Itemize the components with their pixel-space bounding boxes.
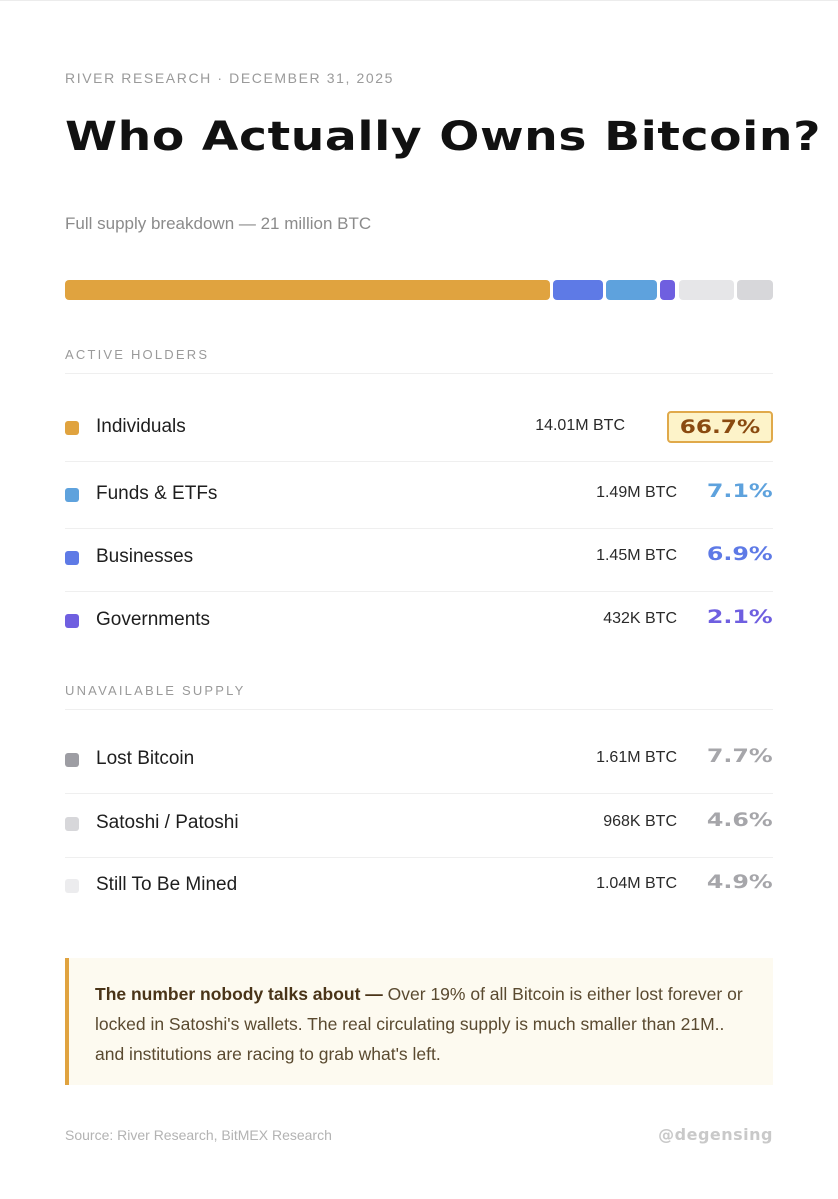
color-swatch xyxy=(65,421,79,435)
top-divider xyxy=(0,0,838,1)
row-divider xyxy=(65,793,773,794)
holder-label: Still To Be Mined xyxy=(96,874,238,895)
row-divider xyxy=(65,857,773,858)
row-divider xyxy=(65,591,773,592)
supply-bar-segment xyxy=(552,280,603,300)
holder-amount: 1.04M BTC xyxy=(596,875,677,892)
holder-percent: 4.6% xyxy=(707,809,773,831)
holder-label: Funds & ETFs xyxy=(96,483,218,504)
holder-label: Satoshi / Patoshi xyxy=(96,812,239,833)
supply-bar-segment xyxy=(605,280,658,300)
list-item: Still To Be Mined 1.04M BTC 4.9% xyxy=(65,856,773,916)
list-item: Individuals 14.01M BTC 66.7% xyxy=(65,398,773,458)
author-handle: @degensing xyxy=(658,1125,773,1144)
holder-percent: 4.9% xyxy=(707,871,773,893)
list-item: Businesses 1.45M BTC 6.9% xyxy=(65,528,773,588)
section-divider-active xyxy=(65,373,773,374)
section-divider-unavailable xyxy=(65,709,773,710)
holder-label: Lost Bitcoin xyxy=(96,748,195,769)
holder-percent: 7.1% xyxy=(707,480,773,502)
holder-label: Businesses xyxy=(96,546,194,567)
holder-label: Governments xyxy=(96,609,211,630)
list-item: Satoshi / Patoshi 968K BTC 4.6% xyxy=(65,794,773,854)
supply-bar-segment xyxy=(660,280,676,300)
page-title: Who Actually Owns Bitcoin? xyxy=(65,114,822,160)
supply-bar-segment xyxy=(737,280,773,300)
callout-body: Over 19% of all Bitcoin is either lost f… xyxy=(95,984,743,1064)
holder-amount: 432K BTC xyxy=(603,610,677,627)
color-swatch xyxy=(65,614,79,628)
row-divider xyxy=(65,528,773,529)
holder-percent: 6.9% xyxy=(707,543,773,565)
section-label-unavailable: UNAVAILABLE SUPPLY xyxy=(65,683,246,698)
row-divider xyxy=(65,461,773,462)
source-note: Source: River Research, BitMEX Research xyxy=(65,1127,332,1143)
holder-amount: 14.01M BTC xyxy=(535,417,625,434)
supply-stacked-bar xyxy=(65,280,773,300)
callout-lead: The number nobody talks about — xyxy=(95,984,383,1004)
page-subtitle: Full supply breakdown — 21 million BTC xyxy=(65,214,372,233)
holder-percent: 66.7% xyxy=(667,411,773,443)
supply-bar-segment xyxy=(65,280,550,300)
list-item: Funds & ETFs 1.49M BTC 7.1% xyxy=(65,465,773,525)
color-swatch xyxy=(65,879,79,893)
callout-box: The number nobody talks about — Over 19%… xyxy=(65,958,773,1085)
color-swatch xyxy=(65,551,79,565)
holder-amount: 1.61M BTC xyxy=(596,749,677,766)
section-label-active: ACTIVE HOLDERS xyxy=(65,347,210,362)
holder-amount: 1.45M BTC xyxy=(596,547,677,564)
list-item: Lost Bitcoin 1.61M BTC 7.7% xyxy=(65,730,773,790)
holder-amount: 1.49M BTC xyxy=(596,484,677,501)
color-swatch xyxy=(65,817,79,831)
color-swatch xyxy=(65,753,79,767)
holder-amount: 968K BTC xyxy=(603,813,677,830)
list-item: Governments 432K BTC 2.1% xyxy=(65,591,773,651)
callout-text: The number nobody talks about — Over 19%… xyxy=(95,979,747,1069)
holder-percent: 2.1% xyxy=(707,606,773,628)
holder-label: Individuals xyxy=(96,416,186,437)
eyebrow-date-line: RIVER RESEARCH · DECEMBER 31, 2025 xyxy=(65,70,395,86)
supply-bar-segment xyxy=(678,280,735,300)
color-swatch xyxy=(65,488,79,502)
holder-percent: 7.7% xyxy=(707,745,773,767)
